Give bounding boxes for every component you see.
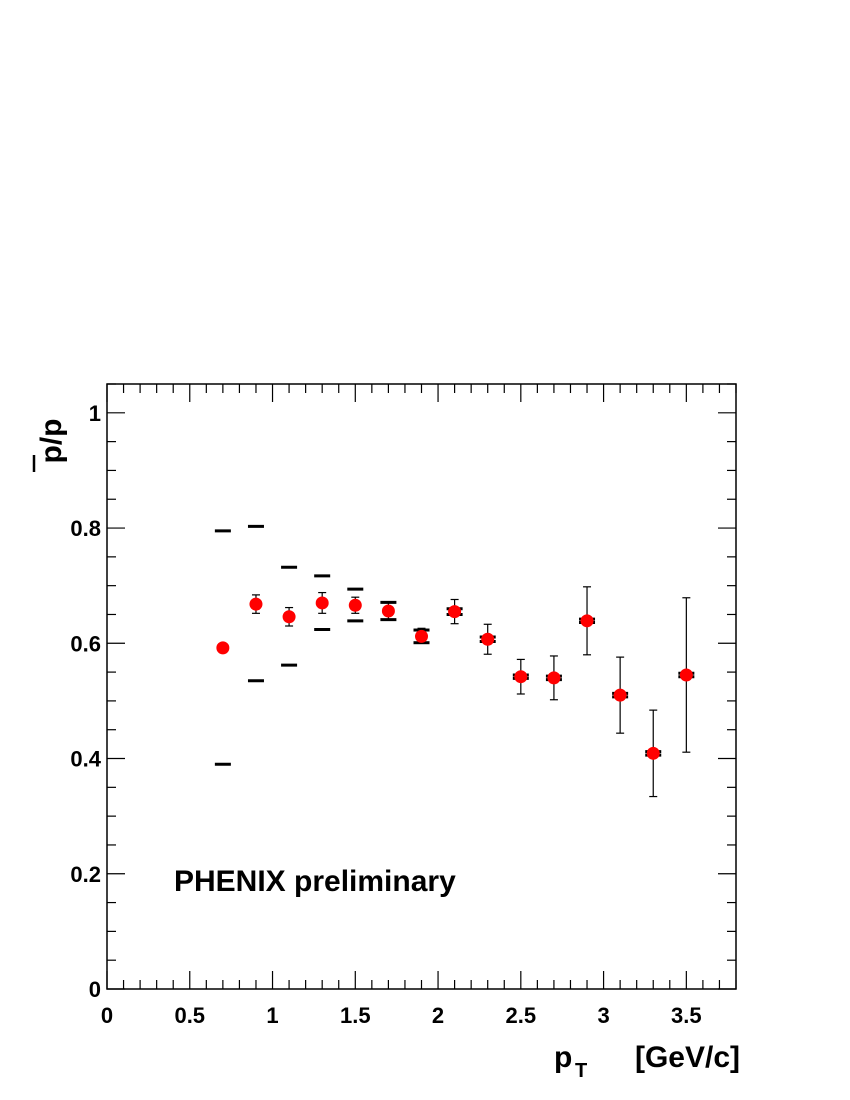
data-points (216, 596, 693, 760)
x-tick-label: 2.5 (506, 1003, 537, 1028)
data-point (348, 598, 362, 612)
x-axis-title-unit: [GeV/c] (635, 1041, 740, 1074)
data-point (249, 597, 263, 611)
data-point (646, 746, 660, 760)
data-point (514, 670, 528, 684)
data-point (448, 605, 462, 619)
x-axis-title-subscript: T (575, 1060, 587, 1082)
x-axis-title: p T [GeV/c] (554, 1041, 740, 1082)
y-tick-labels: 0 0.2 0.4 0.6 0.8 1 (70, 401, 101, 1002)
x-tick-labels: 0 0.5 1 1.5 2 2.5 3 3.5 (101, 1003, 702, 1028)
y-tick-label: 0.8 (70, 516, 101, 541)
x-tick-label: 1.5 (340, 1003, 371, 1028)
data-point (415, 629, 428, 643)
y-axis-title-text: p/p (35, 419, 68, 464)
data-point (216, 641, 230, 655)
x-axis-title-main: p (554, 1041, 572, 1074)
y-tick-label: 0 (89, 977, 101, 1002)
x-tick-label: 2 (432, 1003, 444, 1028)
x-tick-label: 3 (597, 1003, 609, 1028)
x-tick-label: 0 (101, 1003, 113, 1028)
data-point (580, 614, 594, 628)
axis-ticks (106, 383, 737, 990)
x-tick-label: 0.5 (174, 1003, 205, 1028)
systematic-error-markers (214, 524, 695, 766)
plot-frame (106, 383, 737, 990)
data-point (282, 610, 296, 624)
y-tick-label: 0.6 (70, 631, 101, 656)
x-tick-label: 3.5 (671, 1003, 702, 1028)
y-tick-label: 0.4 (70, 747, 101, 772)
data-point (679, 668, 693, 682)
y-tick-label: 1 (89, 401, 101, 426)
y-tick-label: 0.2 (70, 862, 101, 887)
data-point (381, 604, 395, 618)
x-tick-label: 1 (266, 1003, 278, 1028)
chart-annotation: PHENIX preliminary (174, 865, 456, 898)
data-point (547, 671, 561, 685)
data-point (481, 632, 495, 646)
data-point (613, 688, 627, 702)
data-point (315, 596, 329, 610)
y-axis-title: p/p (32, 419, 68, 472)
